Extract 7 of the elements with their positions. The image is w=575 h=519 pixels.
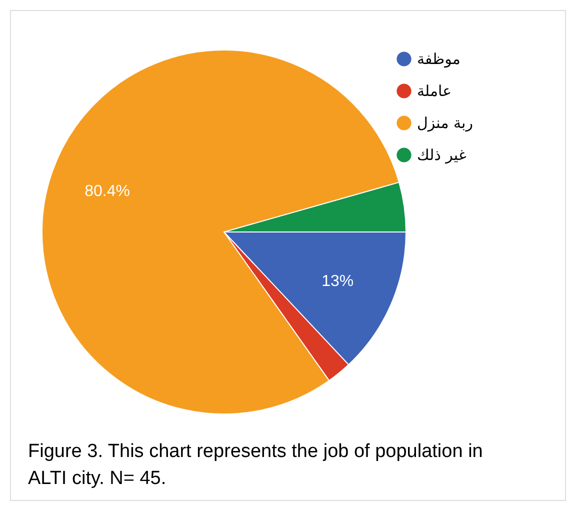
legend-label: ربة منزل — [417, 114, 473, 132]
data-label: 13% — [322, 273, 354, 290]
legend-label: موظفة — [417, 50, 460, 68]
legend-label: عاملة — [417, 82, 452, 100]
data-label: 80.4% — [84, 182, 130, 200]
caption: Figure 3. This chart represents the job of population in ALTI city. N= 45. — [28, 441, 483, 489]
legend-label: غير ذلك — [417, 146, 466, 164]
